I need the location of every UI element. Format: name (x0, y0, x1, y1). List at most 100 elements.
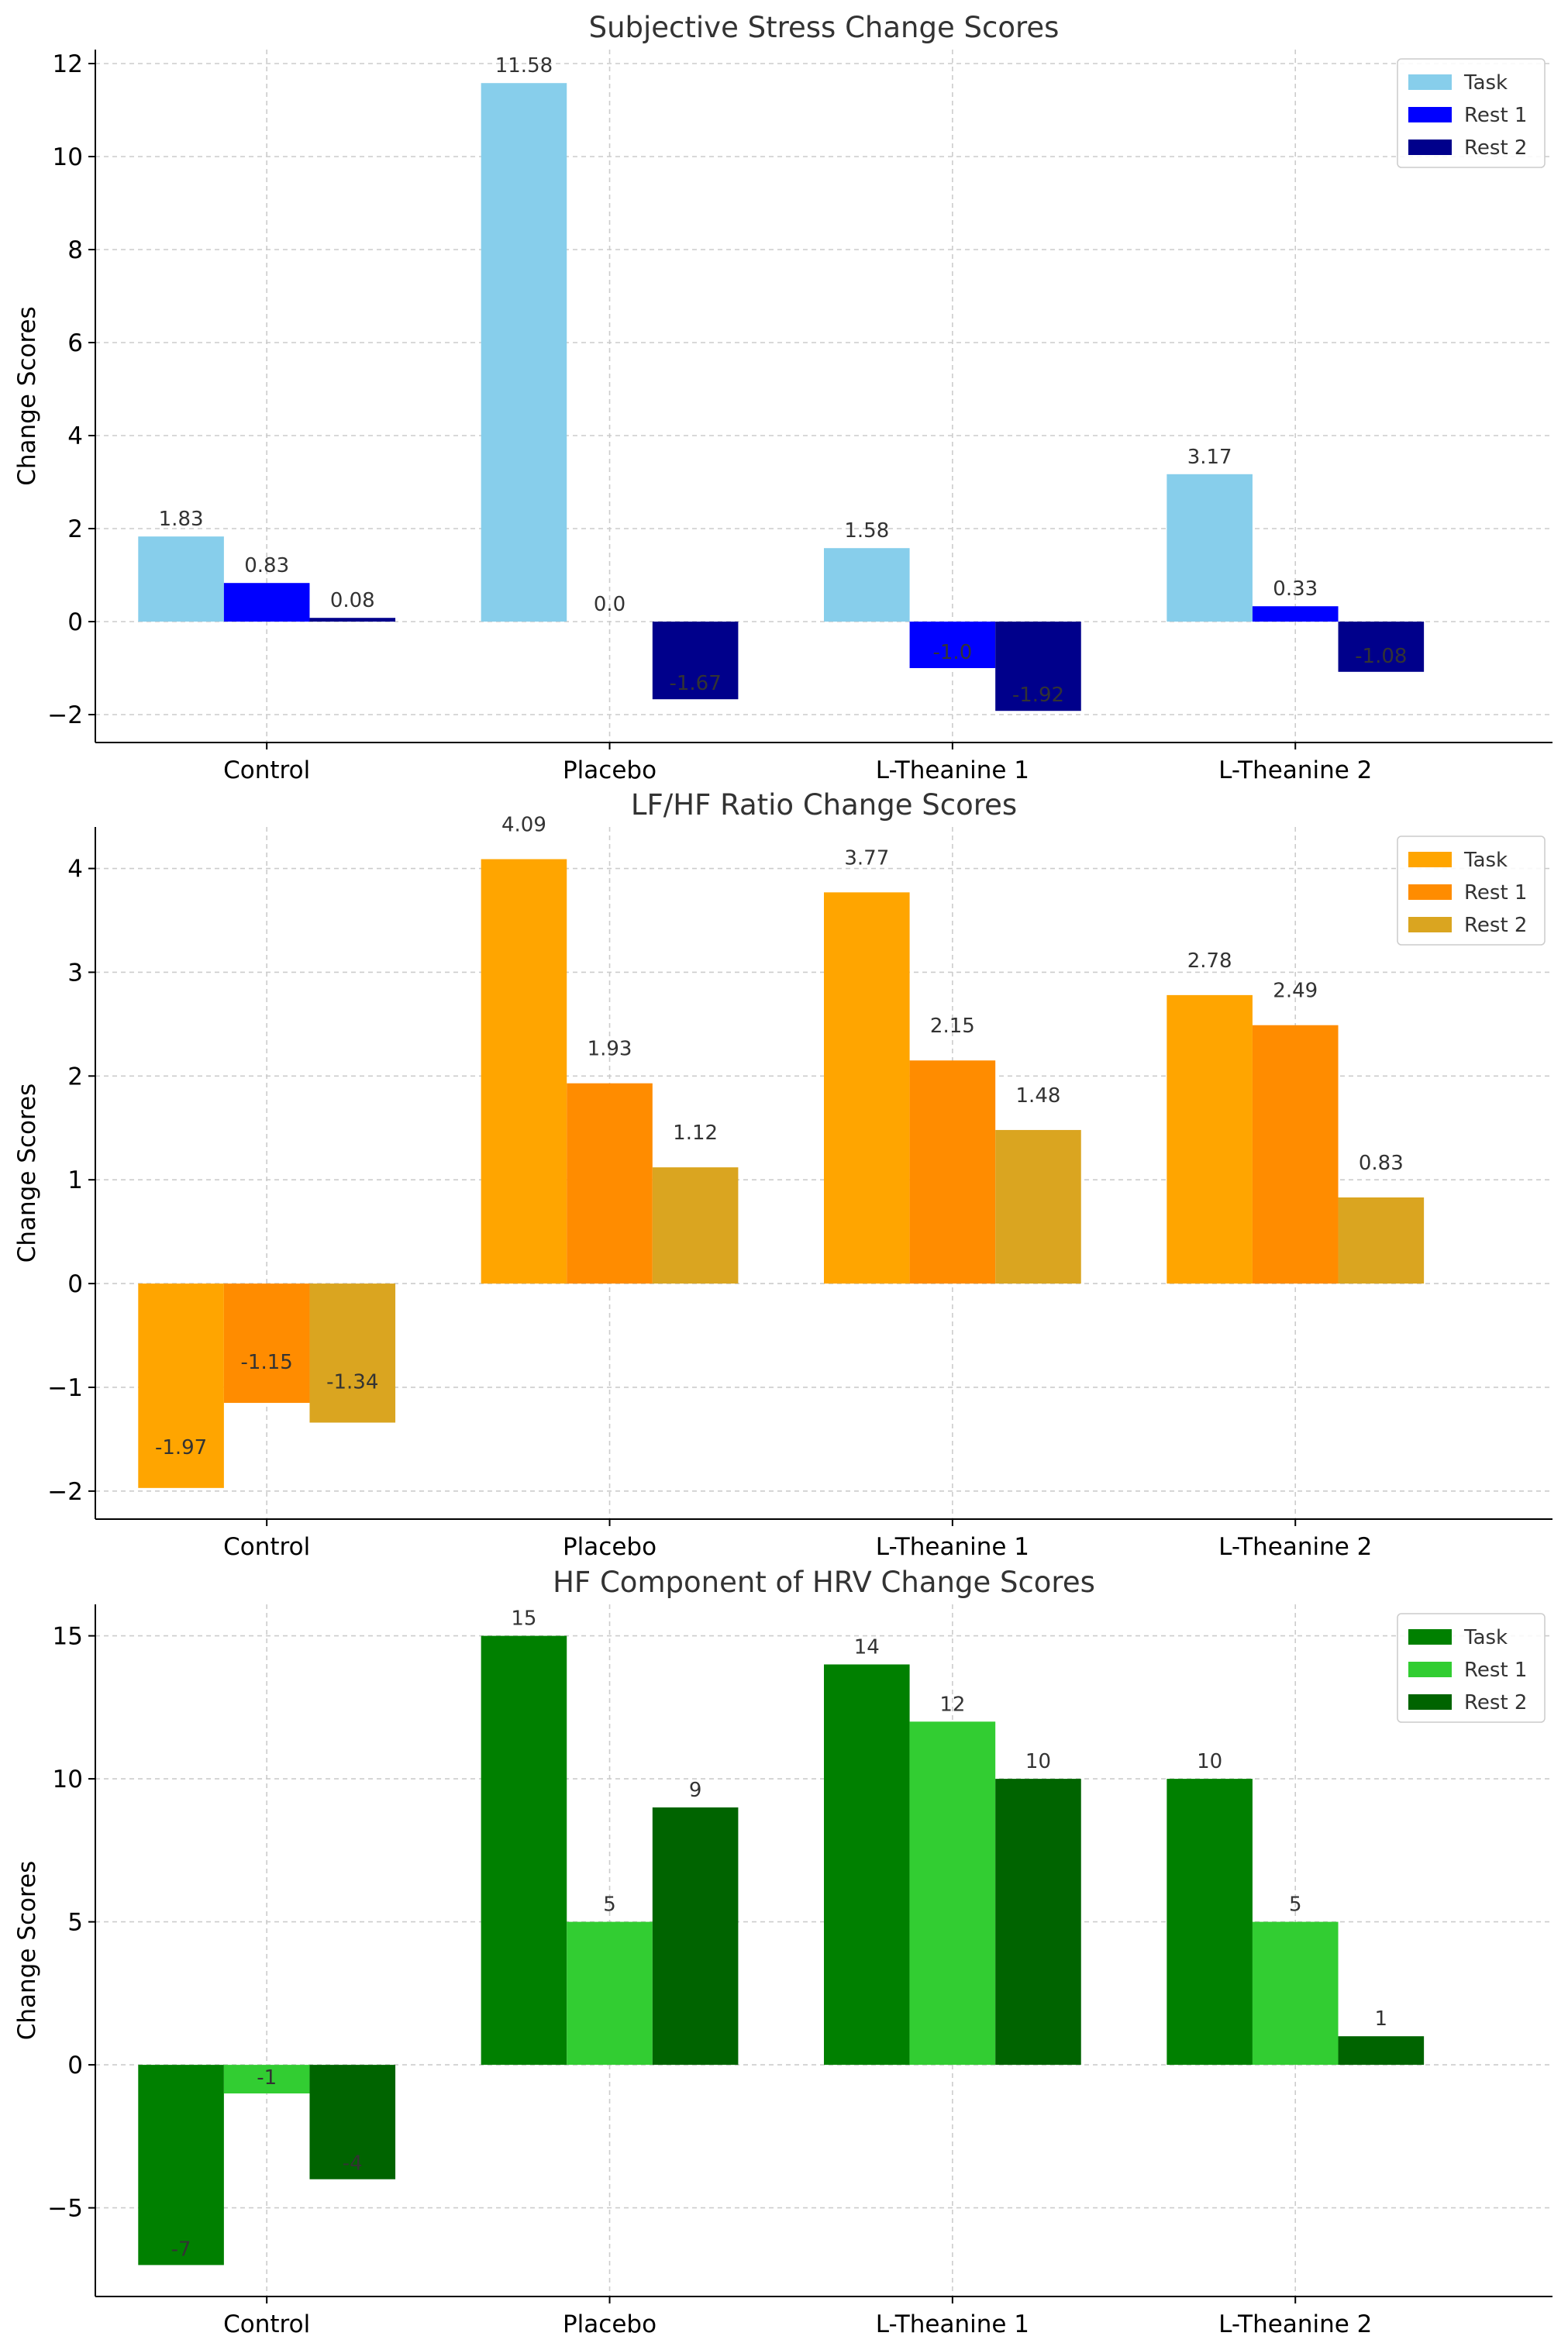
y-tick-label: 2 (67, 515, 83, 543)
bar-rest-2-l-theanine-1 (995, 622, 1081, 712)
y-tick-label: 10 (53, 143, 83, 171)
bar-rest-2-l-theanine-2 (1338, 1197, 1425, 1284)
data-label: 10 (1197, 1750, 1222, 1773)
bar-rest-2-l-theanine-2 (1338, 2036, 1425, 2066)
legend-label: Rest 1 (1464, 1659, 1527, 1682)
x-tick-label: L-Theanine 2 (1218, 756, 1372, 784)
legend-label: Rest 1 (1464, 881, 1527, 904)
bar-rest-2-control (309, 1283, 396, 1423)
x-tick-label: Placebo (563, 1533, 656, 1561)
data-label: 11.58 (495, 54, 553, 78)
data-label: 0.08 (330, 589, 375, 612)
y-tick-label: 10 (53, 1766, 83, 1793)
bar-rest-1-control (223, 1283, 310, 1404)
bar-task-l-theanine-2 (1167, 474, 1253, 622)
data-label: 1.93 (588, 1038, 632, 1061)
legend-label: Rest 2 (1464, 1691, 1527, 1714)
bar-task-l-theanine-1 (824, 1664, 910, 2066)
x-tick-label: L-Theanine 1 (876, 2310, 1029, 2338)
data-label: 1.48 (1016, 1084, 1061, 1108)
y-tick-label: 3 (67, 959, 83, 987)
bar-task-l-theanine-2 (1167, 1779, 1253, 2066)
y-tick-label: −1 (47, 1374, 83, 1402)
x-tick-label: Placebo (563, 2310, 656, 2338)
bar-task-placebo (481, 1635, 567, 2066)
bar-task-l-theanine-2 (1167, 994, 1253, 1284)
bar-rest-2-l-theanine-1 (995, 1779, 1081, 2066)
y-tick-label: 12 (53, 50, 83, 78)
data-label: -1 (257, 2066, 277, 2090)
data-label: 12 (939, 1693, 965, 1716)
legend-swatch (1408, 107, 1452, 122)
legend: Task Rest 1 Rest 2 (1397, 1613, 1546, 1723)
y-tick-label: 0 (67, 2052, 83, 2079)
data-label: 0.83 (1359, 1152, 1404, 1175)
bar-rest-2-l-theanine-2 (1338, 622, 1425, 672)
legend-swatch (1408, 852, 1452, 867)
data-label: 15 (511, 1607, 536, 1631)
chart-title: HF Component of HRV Change Scores (553, 1566, 1095, 1599)
data-label: 9 (689, 1779, 702, 1802)
data-label: 1.83 (159, 508, 204, 531)
data-label: 2.15 (930, 1015, 975, 1038)
x-tick-label: Control (223, 1533, 310, 1561)
data-label: 1.12 (673, 1122, 718, 1145)
bar-task-control (138, 2065, 224, 2265)
y-tick-label: 6 (67, 329, 83, 357)
chart-panel-3: -7 15 14 10 -1 5 12 5 -4 9 10 1 −5 0 5 10 15 Control Place… (13, 1566, 1552, 2338)
legend-label: Task (1463, 1626, 1508, 1649)
x-tick-label: L-Theanine 1 (876, 756, 1029, 784)
legend-label: Rest 2 (1464, 914, 1527, 937)
bar-task-l-theanine-1 (824, 892, 910, 1284)
data-label: 0.0 (594, 593, 625, 616)
data-label: 0.83 (244, 554, 289, 577)
data-label: -1.92 (1012, 684, 1064, 707)
data-label: -1.97 (155, 1436, 207, 1459)
data-label: 14 (854, 1635, 880, 1659)
x-tick-label: L-Theanine 1 (876, 1533, 1029, 1561)
data-label: 3.17 (1187, 446, 1232, 469)
bar-rest-1-placebo (567, 1083, 653, 1284)
data-label: 0.33 (1273, 577, 1318, 601)
y-tick-label: −2 (47, 1478, 83, 1506)
data-label: 3.77 (844, 846, 889, 870)
bar-rest-2-control (309, 2065, 396, 2179)
y-tick-label: 15 (53, 1623, 83, 1651)
legend-swatch (1408, 884, 1452, 900)
bar-rest-2-control (309, 618, 396, 622)
legend-label: Rest 2 (1464, 136, 1527, 160)
y-tick-label: −2 (47, 701, 83, 729)
bar-rest-1-control (223, 2065, 310, 2094)
bar-rest-2-placebo (652, 1167, 739, 1284)
y-tick-label: 8 (67, 236, 83, 264)
legend-label: Task (1463, 71, 1508, 95)
bar-rest-1-placebo (567, 1921, 653, 2066)
data-label: 5 (603, 1893, 616, 1917)
bar-rest-1-l-theanine-1 (909, 1721, 996, 2066)
legend-swatch (1408, 1662, 1452, 1677)
bar-rest-2-placebo (652, 622, 739, 700)
x-tick-label: Placebo (563, 756, 656, 784)
data-label: -1.67 (669, 672, 721, 695)
chart-title: Subjective Stress Change Scores (589, 11, 1060, 44)
y-tick-label: 4 (67, 422, 83, 450)
data-label: -1.15 (241, 1351, 293, 1374)
y-axis-label: Change Scores (13, 306, 41, 486)
legend-swatch (1408, 140, 1452, 155)
chart-panel-2: -1.97 4.09 3.77 2.78 -1.15 1.93 2.15 2.49 -1.34 1… (13, 788, 1552, 1561)
y-axis-label: Change Scores (13, 1084, 41, 1263)
data-label: 2.49 (1273, 980, 1318, 1003)
x-tick-label: Control (223, 756, 310, 784)
bar-rest-1-l-theanine-2 (1252, 606, 1339, 622)
legend-label: Rest 1 (1464, 104, 1527, 127)
bar-task-control (138, 1283, 224, 1488)
bar-task-placebo (481, 83, 567, 622)
y-tick-label: 0 (67, 1270, 83, 1298)
y-tick-label: 0 (67, 608, 83, 636)
data-label: -1.34 (326, 1370, 378, 1394)
data-label: 4.09 (501, 814, 546, 837)
x-tick-label: L-Theanine 2 (1218, 2310, 1372, 2338)
legend: Task Rest 1 Rest 2 (1397, 836, 1546, 946)
bar-rest-1-l-theanine-2 (1252, 1921, 1339, 2066)
